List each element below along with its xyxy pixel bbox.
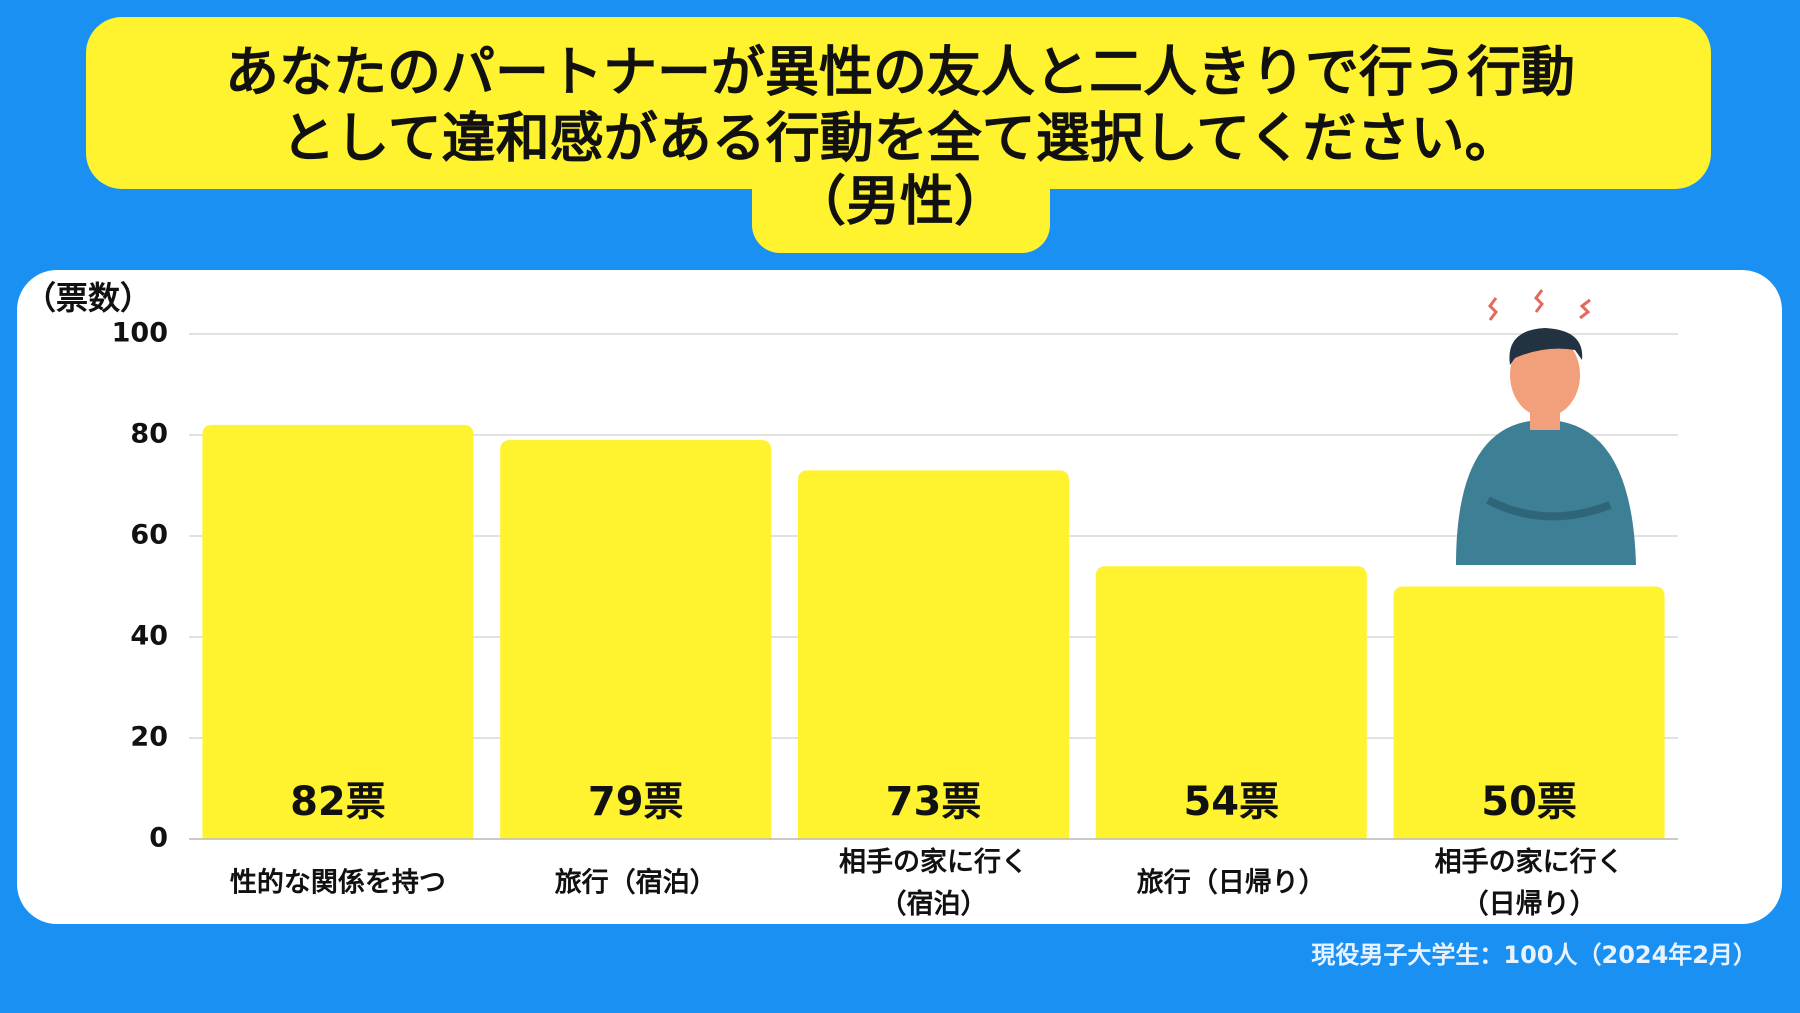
x-tick-label: 性的な関係を持つ	[230, 867, 446, 899]
y-tick-label: 0	[149, 823, 168, 854]
person-hair	[1509, 328, 1583, 365]
y-tick-label: 80	[130, 419, 168, 450]
value-label: 79票	[588, 779, 684, 825]
y-tick-label: 20	[130, 722, 168, 753]
x-tick-label: 旅行（宿泊）	[555, 867, 717, 899]
x-tick-label: 相手の家に行く（宿泊）	[839, 846, 1028, 920]
title-tab	[752, 150, 1050, 253]
person-arms	[1486, 496, 1612, 521]
person-body	[1456, 420, 1636, 565]
y-tick-label: 100	[112, 318, 168, 349]
value-label: 82票	[290, 779, 386, 825]
chart-title: あなたのパートナーが異性の友人と二人きりで行う行動	[225, 41, 1575, 104]
y-axis-label: （票数）	[24, 279, 152, 317]
value-label: 54票	[1183, 779, 1279, 825]
person-head	[1510, 333, 1580, 417]
y-tick-label: 60	[130, 520, 168, 551]
bar	[202, 424, 474, 839]
bar	[1393, 586, 1665, 839]
title-box	[86, 17, 1711, 189]
anger-marks	[1488, 289, 1591, 321]
illustration	[1456, 289, 1636, 565]
y-tick-label: 40	[130, 621, 168, 652]
x-tick-label: 旅行（日帰り）	[1137, 867, 1326, 899]
chart-title: として違和感がある行動を全て選択してください。	[281, 107, 1518, 170]
bar	[500, 440, 772, 839]
bar	[1095, 566, 1367, 839]
chart-title: （男性）	[792, 170, 1008, 233]
bar	[798, 470, 1069, 839]
value-label: 50票	[1481, 779, 1577, 825]
footnote: 現役男子大学生：100人（2024年2月）	[1311, 941, 1757, 969]
value-label: 73票	[886, 779, 982, 825]
x-tick-label: 相手の家に行く（日帰り）	[1435, 846, 1624, 920]
